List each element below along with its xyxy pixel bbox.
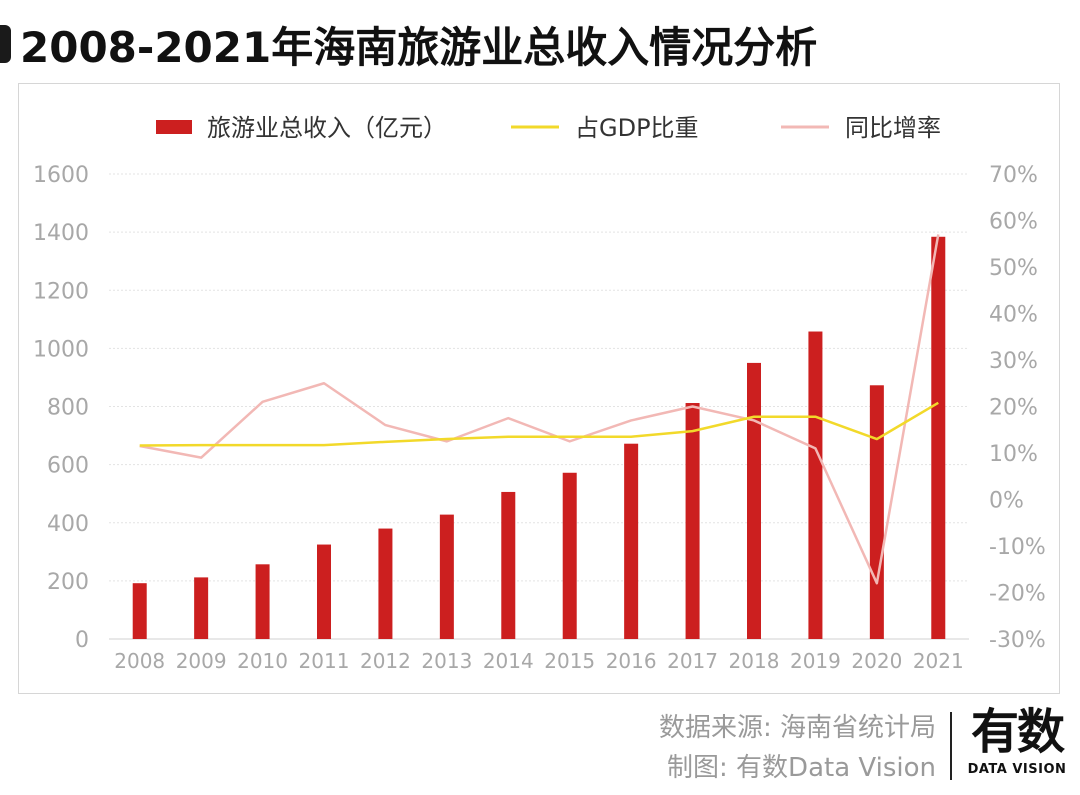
combo-chart: 0 200 400 600 800 1000 1200 1400 1600 -30% -20% -10… — [33, 114, 1046, 673]
y-left-tick-label: 1000 — [33, 337, 89, 362]
y-left-tick-label: 1200 — [33, 279, 89, 304]
y-left-tick-label: 1600 — [33, 163, 89, 188]
bar — [317, 544, 331, 639]
legend-yoy-label: 同比增率 — [845, 114, 941, 142]
bar — [808, 331, 823, 639]
x-tick-label: 2011 — [299, 649, 350, 673]
x-tick-label: 2016 — [606, 649, 657, 673]
x-tick-label: 2015 — [544, 649, 595, 673]
data-source-text: 数据来源: 海南省统计局 — [658, 713, 936, 743]
footer: 数据来源: 海南省统计局 制图: 有数Data Vision — [659, 708, 936, 788]
bar — [747, 362, 761, 639]
x-tick-label: 2017 — [667, 649, 718, 673]
bar — [562, 472, 577, 639]
bar — [931, 236, 946, 639]
x-tick-label: 2010 — [237, 649, 288, 673]
x-tick-label: 2019 — [790, 649, 841, 673]
x-tick-label: 2008 — [114, 649, 165, 673]
y-right-tick-label: 20% — [989, 396, 1038, 421]
yoy-growth-line — [139, 234, 940, 585]
x-tick-label: 2012 — [360, 649, 411, 673]
chart-frame: 0 200 400 600 800 1000 1200 1400 1600 -30% -20% -10… — [18, 83, 1060, 694]
page-title: 2008-2021年海南旅游业总收入情况分析 — [20, 23, 818, 72]
bar — [501, 491, 516, 639]
x-tick-label: 2009 — [176, 649, 227, 673]
y-left-tick-label: 400 — [47, 512, 89, 537]
y-right-tick-label: 0% — [989, 489, 1024, 514]
made-by-text: 制图: 有数Data Vision — [667, 753, 936, 783]
brand-logo: 有数 DATA VISION — [962, 704, 1072, 777]
bar — [132, 583, 147, 639]
bar — [685, 403, 700, 639]
y-left-tick-label: 1400 — [33, 221, 89, 246]
y-right-tick-label: -10% — [989, 535, 1046, 560]
y-right-tick-label: -30% — [989, 628, 1046, 653]
x-tick-label: 2021 — [913, 649, 964, 673]
logo-sub-text: DATA VISION — [967, 762, 1067, 777]
bar — [439, 514, 454, 639]
y-left-tick-label: 0 — [75, 628, 89, 653]
bar — [869, 385, 884, 639]
legend-gdp-label: 占GDP比重 — [575, 114, 699, 142]
y-right-tick-label: 30% — [989, 349, 1038, 374]
y-left-tick-label: 200 — [47, 570, 89, 595]
legend-bar-label: 旅游业总收入（亿元） — [207, 114, 447, 142]
bar — [194, 577, 209, 639]
bar — [378, 528, 393, 639]
y-right-tick-label: 60% — [989, 210, 1038, 235]
x-tick-label: 2014 — [483, 649, 534, 673]
footer-divider — [950, 712, 952, 780]
bar — [255, 564, 270, 639]
logo-main-text: 有数 — [970, 704, 1065, 760]
y-left-tick-label: 800 — [47, 396, 89, 421]
y-right-tick-label: 40% — [989, 303, 1038, 328]
y-right-tick-label: -20% — [989, 582, 1046, 607]
y-right-tick-label: 10% — [989, 442, 1038, 467]
bar — [624, 443, 639, 639]
x-tick-label: 2020 — [851, 649, 902, 673]
x-tick-label: 2018 — [729, 649, 780, 673]
x-tick-label: 2013 — [421, 649, 472, 673]
y-right-tick-label: 70% — [989, 163, 1038, 188]
gdp-share-line — [139, 401, 939, 447]
legend-bar-swatch — [156, 120, 192, 134]
title-accent-mark — [0, 25, 11, 63]
y-right-tick-label: 50% — [989, 256, 1038, 281]
y-left-tick-label: 600 — [47, 454, 89, 479]
